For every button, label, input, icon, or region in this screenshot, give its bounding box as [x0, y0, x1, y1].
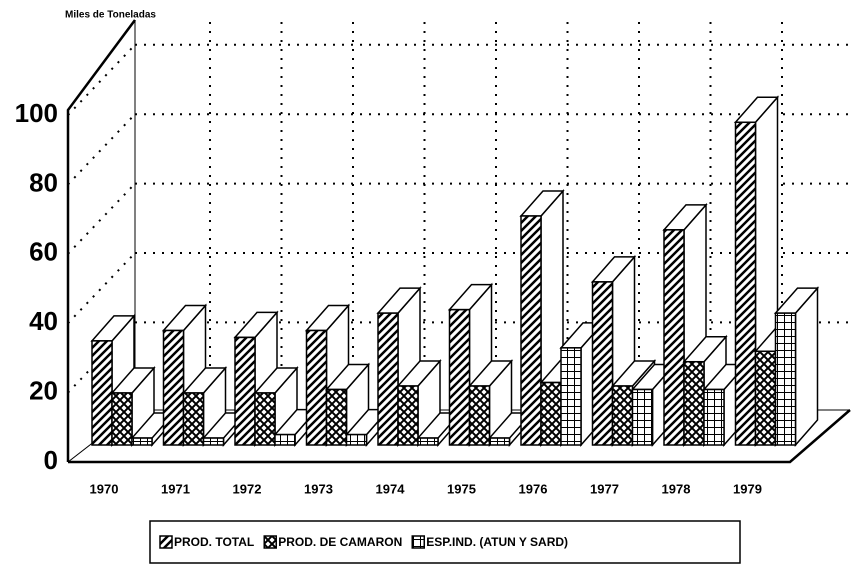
bar — [305, 329, 328, 446]
bar — [274, 433, 296, 446]
bar — [631, 388, 654, 446]
x-tick-label: 1973 — [304, 481, 333, 496]
legend-label: ESP.IND. (ATUN Y SARD) — [426, 535, 568, 549]
grid-line — [67, 44, 136, 116]
grid-line — [67, 113, 136, 186]
y-tick-label: 40 — [29, 306, 58, 336]
bar — [703, 388, 725, 446]
bar — [448, 308, 471, 446]
legend-label: PROD. DE CAMARON — [278, 535, 402, 549]
y-tick-label: 0 — [44, 445, 58, 475]
x-tick-label: 1976 — [519, 481, 548, 496]
bar — [488, 437, 511, 446]
x-tick-label: 1971 — [161, 481, 190, 496]
bar-side — [794, 286, 819, 447]
x-tick-label: 1977 — [590, 481, 619, 496]
bar — [520, 215, 542, 446]
x-tick-label: 1972 — [233, 481, 262, 496]
bar — [202, 437, 225, 446]
bar — [417, 437, 439, 446]
grid-line — [67, 182, 136, 255]
bar — [91, 340, 113, 446]
bar — [774, 312, 797, 446]
y-tick-label: 60 — [29, 237, 58, 267]
legend-box — [149, 520, 741, 564]
y-tick-label: 100 — [15, 98, 58, 128]
grid-line — [67, 252, 136, 324]
bar — [234, 336, 256, 446]
y-tick-label: 20 — [29, 375, 58, 405]
bar — [131, 437, 153, 446]
bar — [468, 385, 491, 446]
bar — [377, 312, 399, 446]
legend-label: PROD. TOTAL — [174, 535, 254, 549]
x-tick-label: 1970 — [90, 481, 119, 496]
bar — [254, 392, 276, 446]
bar — [560, 347, 582, 446]
y-tick-label: 80 — [29, 167, 58, 197]
bar — [111, 392, 133, 446]
bar — [325, 388, 348, 446]
bar — [754, 350, 777, 446]
x-tick-label: 1974 — [376, 481, 406, 496]
axis-frame — [66, 19, 851, 464]
x-tick-label: 1979 — [733, 481, 762, 496]
bar — [734, 121, 757, 446]
bar — [683, 360, 705, 446]
bar — [397, 385, 419, 446]
bar — [663, 229, 685, 446]
legend-swatch — [159, 535, 173, 549]
bar — [611, 385, 634, 446]
x-tick-label: 1975 — [447, 481, 476, 496]
legend-swatch — [411, 535, 425, 549]
bar — [591, 281, 614, 446]
bar — [162, 329, 185, 446]
legend-swatch — [263, 535, 277, 549]
bar — [540, 381, 562, 446]
x-tick-label: 1978 — [662, 481, 691, 496]
bar — [182, 392, 205, 446]
y-axis-title: Miles de Toneladas — [65, 10, 156, 21]
bar — [345, 433, 368, 446]
